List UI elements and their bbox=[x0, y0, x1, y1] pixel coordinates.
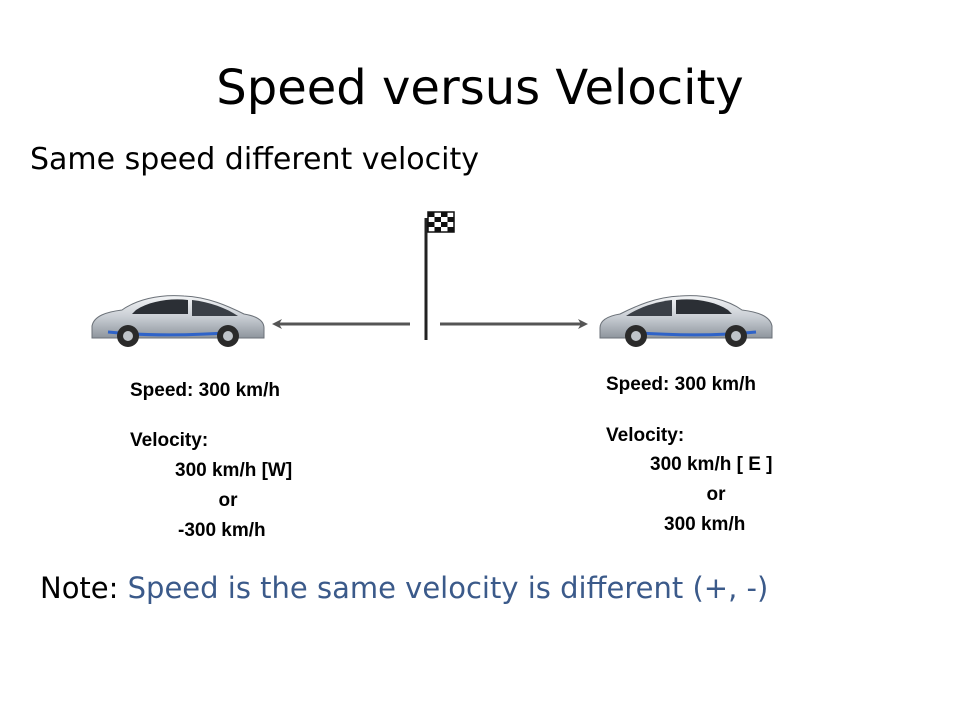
finish-flag-icon bbox=[424, 211, 455, 340]
note-text: Speed is the same velocity is different … bbox=[127, 571, 769, 605]
right-velocity-label: Velocity: bbox=[606, 425, 684, 446]
slide-subtitle: Same speed different velocity bbox=[30, 142, 480, 177]
right-car-icon bbox=[599, 295, 773, 347]
left-speed-label: Speed: 300 km/h bbox=[130, 380, 280, 401]
left-velocity-value: 300 km/h [W] bbox=[175, 460, 292, 481]
right-speed-label: Speed: 300 km/h bbox=[606, 374, 756, 395]
right-alt-value: 300 km/h bbox=[664, 514, 745, 535]
note-line: Note: Speed is the same velocity is diff… bbox=[40, 566, 768, 610]
slide-title: Speed versus Velocity bbox=[216, 60, 744, 116]
left-alt-value: -300 km/h bbox=[178, 520, 266, 541]
left-car-icon bbox=[91, 295, 265, 347]
right-or-label: or bbox=[707, 484, 727, 505]
left-or-label: or bbox=[219, 490, 239, 511]
right-velocity-value: 300 km/h [ E ] bbox=[650, 454, 773, 475]
left-velocity-label: Velocity: bbox=[130, 430, 208, 451]
note-label: Note: bbox=[40, 571, 119, 605]
